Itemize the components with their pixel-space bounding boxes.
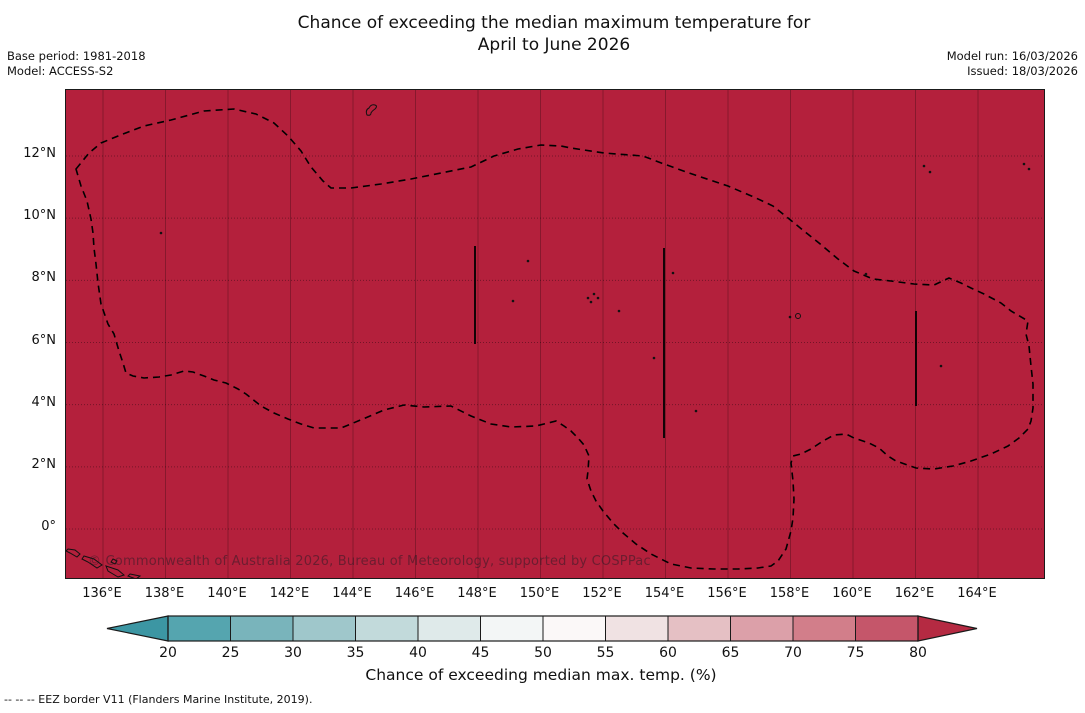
colorbar-segment (230, 616, 293, 641)
island-dot (592, 292, 596, 296)
colorbar-segment (793, 616, 856, 641)
island-dot (671, 271, 675, 275)
colorbar-segment (355, 616, 418, 641)
island-dot (788, 315, 792, 319)
base-period-label: Base period: 1981-2018 (7, 49, 146, 63)
x-tick-label: 136°E (82, 586, 122, 601)
island-outline (365, 104, 377, 116)
y-tick-label: 6°N (31, 332, 57, 348)
colorbar-tick-label: 45 (471, 645, 490, 661)
island-dot (694, 409, 698, 413)
colorbar-segment (480, 616, 543, 641)
colorbar-tick-label: 70 (784, 645, 802, 661)
colorbar-tick-label: 80 (909, 645, 927, 661)
island-outline (66, 548, 81, 558)
island-dot (586, 296, 590, 300)
island-dot (1027, 167, 1031, 171)
colorbar-tick-label: 75 (846, 645, 865, 661)
colorbar-outline (167, 615, 919, 642)
colorbar-tick-label: 25 (221, 645, 240, 661)
colorbar-under-arrow (106, 615, 169, 642)
model-meta-right: Model run: 16/03/2026 Issued: 18/03/2026 (947, 49, 1078, 79)
y-tick-label: 0° (41, 519, 56, 535)
plot-title: Chance of exceeding the median maximum t… (14, 12, 1085, 57)
island-outline (127, 573, 142, 578)
island-dot (652, 356, 656, 360)
island-dot (922, 164, 926, 168)
colorbar-segment (543, 616, 606, 641)
issued-label: Issued: 18/03/2026 (967, 64, 1078, 79)
island-dot (864, 272, 868, 276)
plot-title-line2: April to June 2026 (477, 35, 631, 56)
colorbar-tick-label: 20 (159, 645, 177, 661)
x-tick-label: 158°E (769, 586, 810, 601)
x-tick-label: 156°E (707, 586, 747, 601)
colorbar-segment (730, 616, 793, 641)
colorbar-tick-label: 30 (284, 645, 302, 661)
y-tick-label: 4°N (31, 394, 57, 410)
island-coastlines (66, 104, 1031, 578)
colorbar (106, 615, 978, 642)
copyright-watermark: © Commonwealth of Australia 2026, Bureau… (88, 554, 651, 569)
colorbar-tick-label: 65 (721, 645, 740, 661)
model-label: Model: ACCESS-S2 (7, 64, 114, 79)
colorbar-segment (168, 616, 231, 641)
colorbar-segment (668, 616, 731, 641)
colorbar-segment (418, 616, 481, 641)
island-dot (159, 231, 163, 235)
island-dot (596, 296, 600, 300)
x-tick-label: 150°E (519, 586, 560, 601)
y-tick-label: 8°N (31, 270, 57, 286)
x-tick-label: 140°E (207, 586, 247, 601)
eez-source-note: -- -- -- EEZ border V11 (Flanders Marine… (4, 693, 313, 706)
colorbar-segment (293, 616, 356, 641)
y-tick-label: 2°N (31, 456, 57, 472)
island-dot (939, 364, 943, 368)
colorbar-tick-label: 55 (596, 645, 615, 661)
x-tick-label: 164°E (957, 586, 997, 601)
eez-border-path (75, 108, 1034, 570)
x-tick-label: 162°E (894, 586, 935, 601)
colorbar-over-arrow (917, 615, 978, 642)
x-tick-label: 144°E (332, 586, 372, 601)
colorbar-tick-label: 60 (659, 645, 677, 661)
plot-title-line1: Chance of exceeding the median maximum t… (297, 13, 811, 33)
model-meta-left: Base period: 1981-2018 Model: ACCESS-S2 (7, 49, 146, 79)
island-dot (617, 309, 621, 313)
y-tick-label: 10°N (23, 208, 56, 224)
eez-solid-segments (474, 246, 917, 438)
island-dot (1022, 162, 1026, 166)
island-outline (105, 565, 126, 578)
x-tick-label: 154°E (644, 586, 685, 601)
island-outline (81, 555, 103, 569)
colorbar-tick-label: 35 (346, 645, 365, 661)
model-run-label: Model run: 16/03/2026 (946, 49, 1078, 63)
graticule-gridlines (66, 90, 1044, 578)
island-dot (526, 259, 530, 263)
island-dot (589, 300, 593, 304)
colorbar-segment (855, 616, 918, 641)
x-tick-label: 138°E (144, 586, 185, 601)
colorbar-segment (605, 616, 668, 641)
colorbar-label: Chance of exceeding median max. temp. (%… (365, 666, 717, 684)
island-dot (511, 299, 515, 303)
map-canvas: © Commonwealth of Australia 2026, Bureau… (65, 89, 1045, 579)
x-tick-label: 146°E (394, 586, 435, 601)
atoll-outline (795, 313, 801, 319)
colorbar-tick-label: 50 (534, 645, 552, 661)
map-plot-area (66, 90, 1044, 578)
x-tick-label: 160°E (832, 586, 872, 601)
y-tick-label: 12°N (23, 146, 56, 161)
island-dot (928, 170, 932, 174)
x-tick-label: 148°E (457, 586, 497, 601)
colorbar-tick-label: 40 (409, 645, 427, 661)
x-tick-label: 152°E (582, 586, 622, 601)
island-outline (110, 558, 118, 565)
x-tick-label: 142°E (269, 586, 310, 601)
